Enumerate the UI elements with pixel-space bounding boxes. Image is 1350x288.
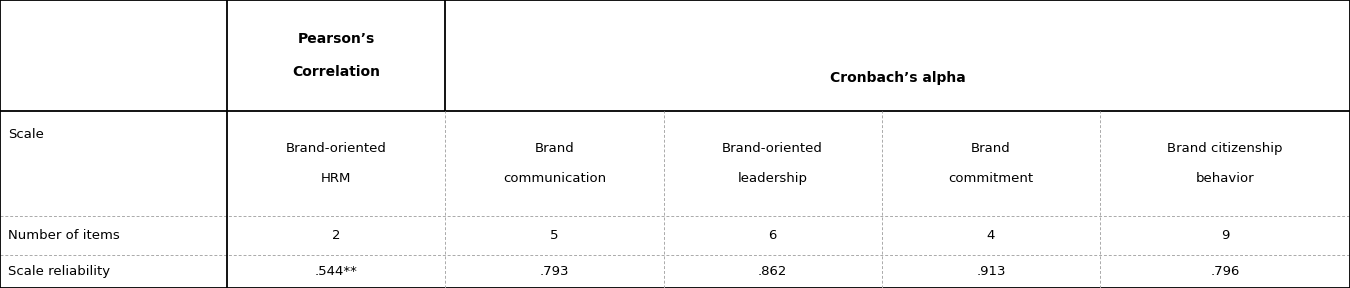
Text: 5: 5 bbox=[549, 229, 559, 242]
Text: Brand citizenship

behavior: Brand citizenship behavior bbox=[1168, 142, 1282, 185]
Text: Pearson’s

Correlation: Pearson’s Correlation bbox=[292, 32, 381, 79]
Text: Brand-oriented

leadership: Brand-oriented leadership bbox=[722, 142, 824, 185]
Text: 2: 2 bbox=[332, 229, 340, 242]
Text: 9: 9 bbox=[1220, 229, 1230, 242]
Text: .862: .862 bbox=[757, 265, 787, 278]
Text: Brand

commitment: Brand commitment bbox=[949, 142, 1034, 185]
Text: Brand

communication: Brand communication bbox=[502, 142, 606, 185]
Text: Scale: Scale bbox=[8, 128, 45, 141]
Text: .913: .913 bbox=[976, 265, 1006, 278]
Text: .544**: .544** bbox=[315, 265, 358, 278]
Text: Scale reliability: Scale reliability bbox=[8, 265, 111, 278]
Text: .793: .793 bbox=[540, 265, 570, 278]
Text: Cronbach’s alpha: Cronbach’s alpha bbox=[830, 71, 965, 85]
Text: Brand-oriented

HRM: Brand-oriented HRM bbox=[286, 142, 386, 185]
Text: 4: 4 bbox=[987, 229, 995, 242]
Text: .796: .796 bbox=[1211, 265, 1239, 278]
Text: Number of items: Number of items bbox=[8, 229, 120, 242]
Text: 6: 6 bbox=[768, 229, 776, 242]
